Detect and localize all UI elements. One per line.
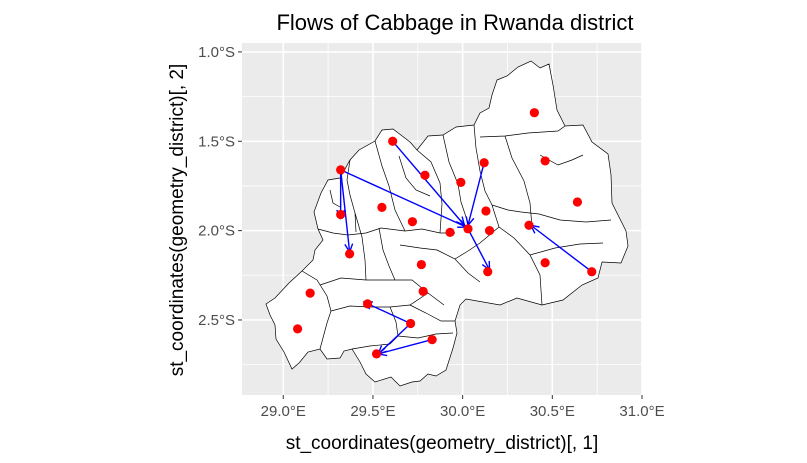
district-point <box>293 324 303 334</box>
x-tick-label: 30.0°E <box>440 403 485 420</box>
chart-title: Flows of Cabbage in Rwanda district <box>276 10 633 35</box>
district-point <box>377 202 387 212</box>
district-point <box>479 158 489 168</box>
district-point <box>305 288 315 298</box>
district-point <box>456 177 466 187</box>
district-point <box>463 224 473 234</box>
district-point <box>336 209 346 220</box>
x-tick-label: 30.5°E <box>530 403 575 420</box>
y-tick-label: 2.0°S <box>198 223 235 240</box>
district-point <box>445 227 455 238</box>
district-point <box>371 349 382 359</box>
district-point <box>484 226 495 236</box>
x-tick-label: 29.5°E <box>350 403 395 420</box>
district-points <box>293 108 597 359</box>
rwanda-district-map <box>265 60 629 387</box>
district-point <box>406 318 416 329</box>
district-point <box>362 299 373 309</box>
district-point <box>388 136 398 146</box>
district-point <box>336 165 346 175</box>
y-tick-label: 1.0°S <box>198 44 235 61</box>
district-point <box>483 267 493 277</box>
district-point <box>427 335 437 345</box>
y-tick-label: 2.5°S <box>198 312 235 329</box>
district-point <box>345 249 355 259</box>
x-tick-label: 31.0°E <box>619 403 664 420</box>
district-point <box>524 220 534 230</box>
x-axis-ticks: 29.0°E 29.5°E 30.0°E 30.5°E 31.0°E <box>261 395 665 420</box>
district-point <box>540 258 550 268</box>
district-point <box>572 197 583 207</box>
district-point <box>587 267 597 277</box>
district-boundary-outline <box>265 60 629 387</box>
district-point <box>529 108 539 118</box>
district-point <box>416 259 426 270</box>
district-point <box>407 217 418 227</box>
y-axis-ticks: 1.0°S 1.5°S 2.0°S 2.5°S <box>198 44 242 329</box>
y-axis-title: st_coordinates(geometry_district)[, 2] <box>167 64 188 377</box>
x-tick-label: 29.0°E <box>261 403 306 420</box>
district-point <box>540 156 550 166</box>
x-axis-title: st_coordinates(geometry_district)[, 1] <box>286 433 599 454</box>
y-tick-label: 1.5°S <box>198 133 235 150</box>
district-point <box>420 170 430 180</box>
district-point <box>481 206 491 216</box>
district-point <box>418 286 428 296</box>
